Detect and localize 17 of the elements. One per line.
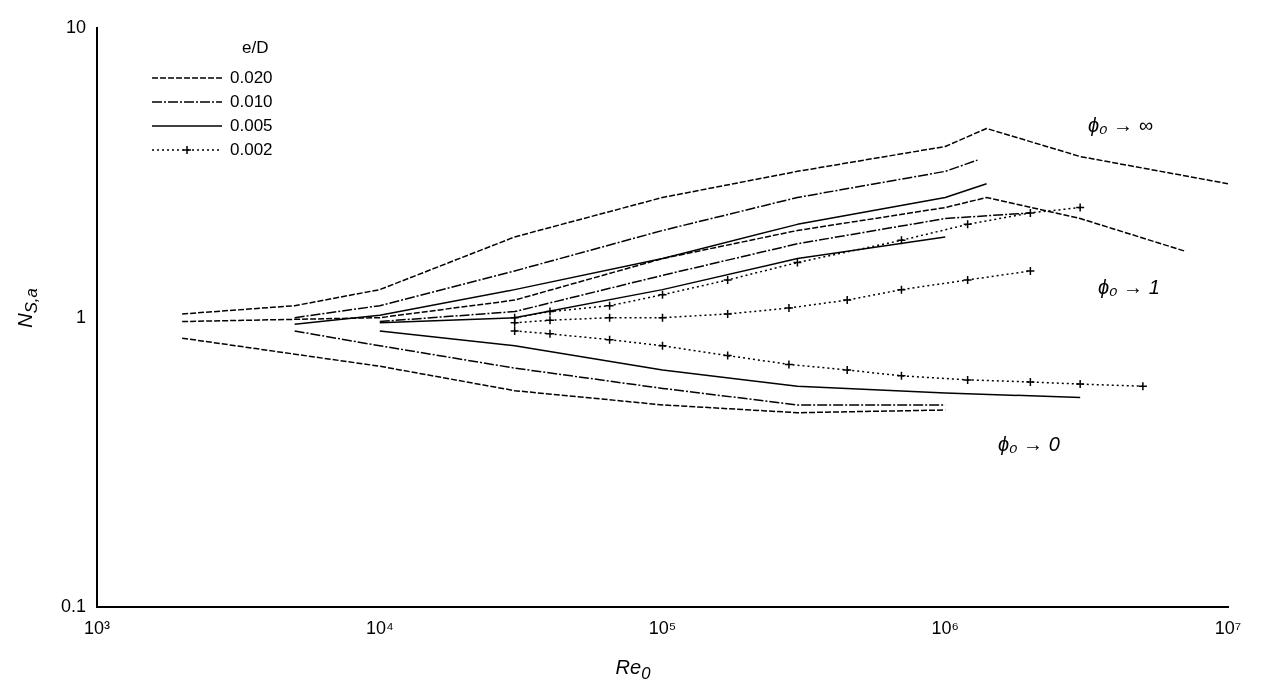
- legend-label: 0.005: [230, 115, 273, 135]
- annotation: ϕ₀ → 1: [1098, 276, 1160, 299]
- y-tick-label: 10: [65, 16, 87, 37]
- legend-label: 0.020: [230, 67, 273, 87]
- x-tick-label: 10⁵: [648, 618, 677, 639]
- y-tick-label: 0.1: [60, 596, 87, 617]
- x-axis-title: Re$_{0}$: [614, 656, 652, 684]
- legend-label: 0.002: [230, 139, 273, 159]
- y-tick-label: 1: [76, 306, 87, 327]
- x-tick-label: 10⁶: [931, 618, 959, 639]
- x-tick-label: 10⁷: [1214, 618, 1242, 639]
- annotation: ϕ₀ → ∞: [1088, 114, 1153, 137]
- annotation: ϕ₀ → 0: [998, 432, 1060, 455]
- x-tick-label: 10⁴: [365, 618, 394, 639]
- legend-label: 0.010: [230, 91, 273, 111]
- legend-title: e/D: [242, 37, 269, 57]
- x-tick-label: 10³: [84, 618, 111, 639]
